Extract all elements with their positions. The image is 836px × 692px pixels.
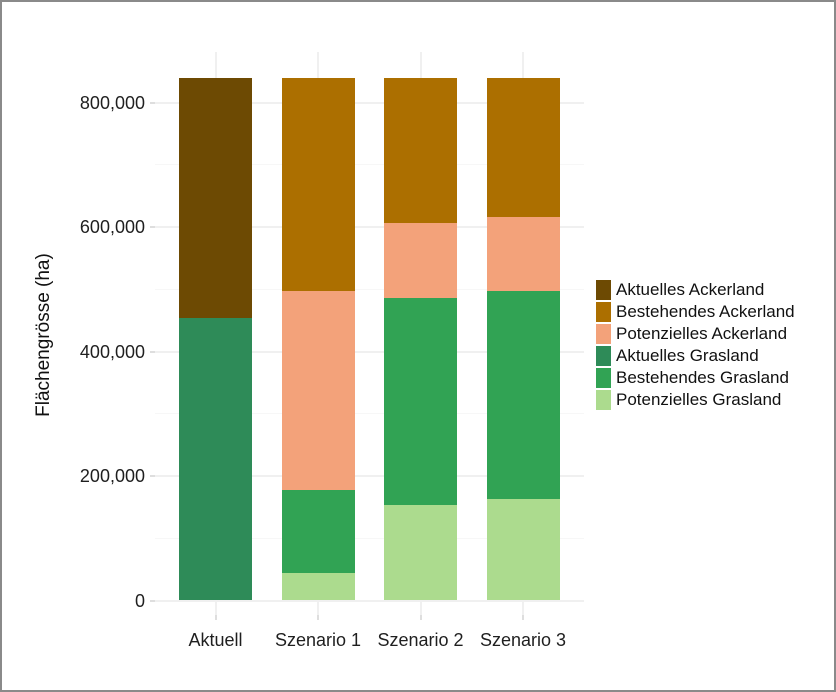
y-tick	[150, 599, 155, 602]
legend-item: Bestehendes Grasland	[596, 367, 795, 389]
gridline-major-h	[155, 475, 584, 478]
legend-swatch	[596, 390, 611, 410]
gridline-minor-h	[155, 537, 584, 539]
gridline-major-h	[155, 599, 584, 602]
x-tick	[317, 615, 319, 620]
legend-label: Potenzielles Ackerland	[616, 324, 788, 343]
gridline-minor-h	[155, 288, 584, 290]
legend-label: Bestehendes Ackerland	[616, 302, 795, 321]
legend: Aktuelles Ackerland Bestehendes Ackerland…	[596, 279, 795, 411]
x-tick	[522, 615, 524, 620]
gridline-minor-h	[155, 164, 584, 166]
legend-label: Aktuelles Ackerland	[616, 280, 765, 299]
bar-segment	[486, 77, 560, 218]
gridline-minor-h	[155, 413, 584, 415]
legend-label: Potenzielles Grasland	[616, 390, 782, 409]
bar-segment	[486, 217, 560, 291]
x-tick-label: Szenario 3	[479, 630, 567, 650]
bar-segment	[486, 499, 560, 601]
y-tick-label: 0	[134, 590, 145, 611]
bar-segment	[281, 77, 355, 292]
y-tick-label: 600,000	[79, 217, 145, 238]
legend-swatch	[596, 302, 611, 322]
legend-swatch	[596, 324, 611, 344]
y-tick	[150, 350, 155, 353]
x-tick-label: Szenario 1	[274, 630, 362, 650]
legend-item: Aktuelles Grasland	[596, 345, 795, 367]
bar-segment	[384, 223, 457, 298]
legend-label: Aktuelles Grasland	[616, 346, 759, 365]
x-tick-label: Szenario 2	[377, 630, 464, 650]
gridline-major-h	[155, 101, 584, 104]
bar-segment	[179, 317, 252, 601]
legend-item: Bestehendes Ackerland	[596, 301, 795, 323]
legend-swatch	[596, 346, 611, 366]
legend-swatch	[596, 368, 611, 388]
y-tick-label: 200,000	[79, 466, 145, 487]
bar-segment	[281, 291, 355, 491]
legend-item: Potenzielles Grasland	[596, 389, 795, 411]
legend-item: Potenzielles Ackerland	[596, 323, 795, 345]
y-tick	[150, 226, 155, 229]
y-tick-label: 400,000	[79, 341, 145, 362]
x-tick	[419, 615, 422, 620]
bar-segment	[384, 77, 457, 224]
gridline-major-h	[155, 226, 584, 229]
legend-item: Aktuelles Ackerland	[596, 279, 795, 301]
legend-label: Bestehendes Grasland	[616, 368, 789, 387]
bar-segment	[179, 77, 252, 318]
x-tick-label: Aktuell	[188, 630, 243, 650]
y-tick	[150, 475, 155, 478]
bar-segment	[281, 573, 355, 601]
bar-segment	[281, 490, 355, 574]
y-tick	[150, 101, 155, 104]
bar-segment	[384, 504, 457, 601]
gridline-major-h	[155, 350, 584, 353]
bar-segment	[384, 298, 457, 505]
legend-swatch	[596, 280, 611, 300]
bar-segment	[486, 290, 560, 500]
y-tick-label: 800,000	[79, 92, 145, 113]
x-tick	[214, 615, 217, 620]
